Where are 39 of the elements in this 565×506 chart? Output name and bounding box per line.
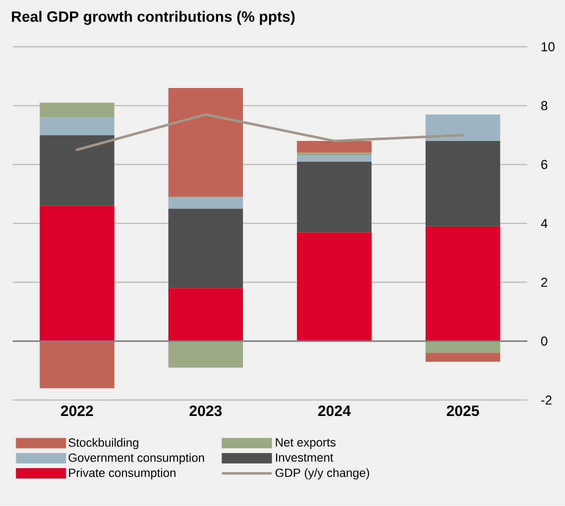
bar [40,341,114,388]
y-tick-label: -2 [541,396,552,405]
y-tick-label: 10 [542,42,555,52]
bar [426,141,500,227]
x-tick-label: 2025 [446,406,480,416]
legend-label: Net exports [276,438,336,450]
chart-title: Real GDP growth contributions (% ppts) [12,11,295,26]
legend-label: Stockbuilding [68,438,138,450]
legend-label: GDP (y/y change) [276,468,370,480]
legend-label: Investment [276,454,334,462]
bar [426,353,500,362]
bar [296,152,372,156]
x-tick-label: 2022 [60,406,94,416]
bar [168,197,243,209]
y-tick-label: 4 [540,219,548,228]
bar [296,156,372,162]
y-tick-label: 0 [541,336,548,346]
bar [40,135,114,206]
bar [40,102,114,118]
y-tick-label: 6 [541,160,548,170]
line-series [76,113,464,152]
bar [168,208,243,288]
y-tick-label: 2 [541,278,548,288]
x-tick-label: 2024 [318,406,351,416]
bar [426,341,500,354]
bar [40,118,114,136]
bar [168,341,243,368]
bar [426,114,500,142]
bar [168,288,243,342]
bar [296,162,372,232]
x-tick-label: 2023 [190,406,222,416]
legend-label: Government consumption [68,453,204,465]
bar [296,141,372,153]
legend-label: Private consumption [69,468,176,480]
bar [296,232,372,342]
y-tick-label: 8 [541,101,548,110]
bar [168,88,243,198]
bar [426,226,500,342]
bar [40,206,114,342]
